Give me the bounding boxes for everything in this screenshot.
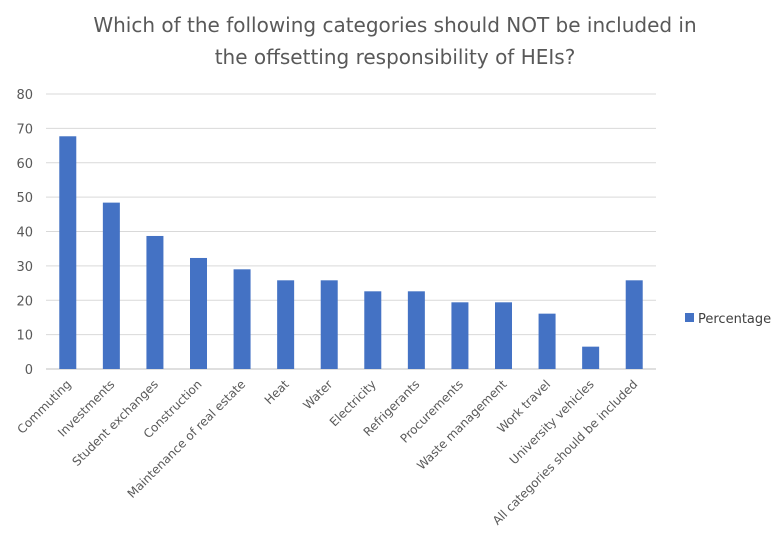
chart-title: Which of the following categories should… xyxy=(93,13,696,69)
y-tick-label: 50 xyxy=(16,191,33,206)
legend: Percentage xyxy=(685,312,771,327)
bar xyxy=(582,346,600,369)
gridlines xyxy=(46,93,656,370)
bar xyxy=(451,302,469,369)
y-tick-label: 60 xyxy=(16,157,33,172)
bar xyxy=(59,136,77,369)
bar xyxy=(625,280,643,369)
bar xyxy=(102,202,120,369)
bar xyxy=(190,257,207,369)
bar xyxy=(495,302,512,369)
chart-title-line-2: the offsetting responsibility of HEIs? xyxy=(215,45,576,69)
y-tick-label: 10 xyxy=(16,329,33,344)
bar xyxy=(320,280,338,369)
y-tick-label: 80 xyxy=(16,88,33,103)
y-axis-tick-labels: 0 10 20 30 40 50 60 70 80 xyxy=(16,88,33,378)
y-tick-label: 20 xyxy=(16,294,33,309)
y-tick-label: 70 xyxy=(16,122,33,137)
y-tick-label: 40 xyxy=(16,226,33,241)
y-tick-label: 0 xyxy=(25,363,33,378)
bar-series-percentage xyxy=(59,136,643,369)
x-category-label: Water xyxy=(300,377,335,412)
bar xyxy=(538,313,556,369)
chart-title-line-1: Which of the following categories should… xyxy=(93,13,696,37)
bar xyxy=(146,235,164,369)
legend-swatch xyxy=(685,313,694,322)
legend-label: Percentage xyxy=(698,312,771,327)
y-tick-label: 30 xyxy=(16,260,33,275)
x-category-label: University vehicles xyxy=(507,377,597,467)
bar xyxy=(407,291,425,369)
bar xyxy=(364,291,382,369)
bar xyxy=(277,280,295,369)
x-category-label: Student exchanges xyxy=(69,377,161,469)
x-category-label: Heat xyxy=(262,377,292,407)
bar xyxy=(233,269,251,369)
